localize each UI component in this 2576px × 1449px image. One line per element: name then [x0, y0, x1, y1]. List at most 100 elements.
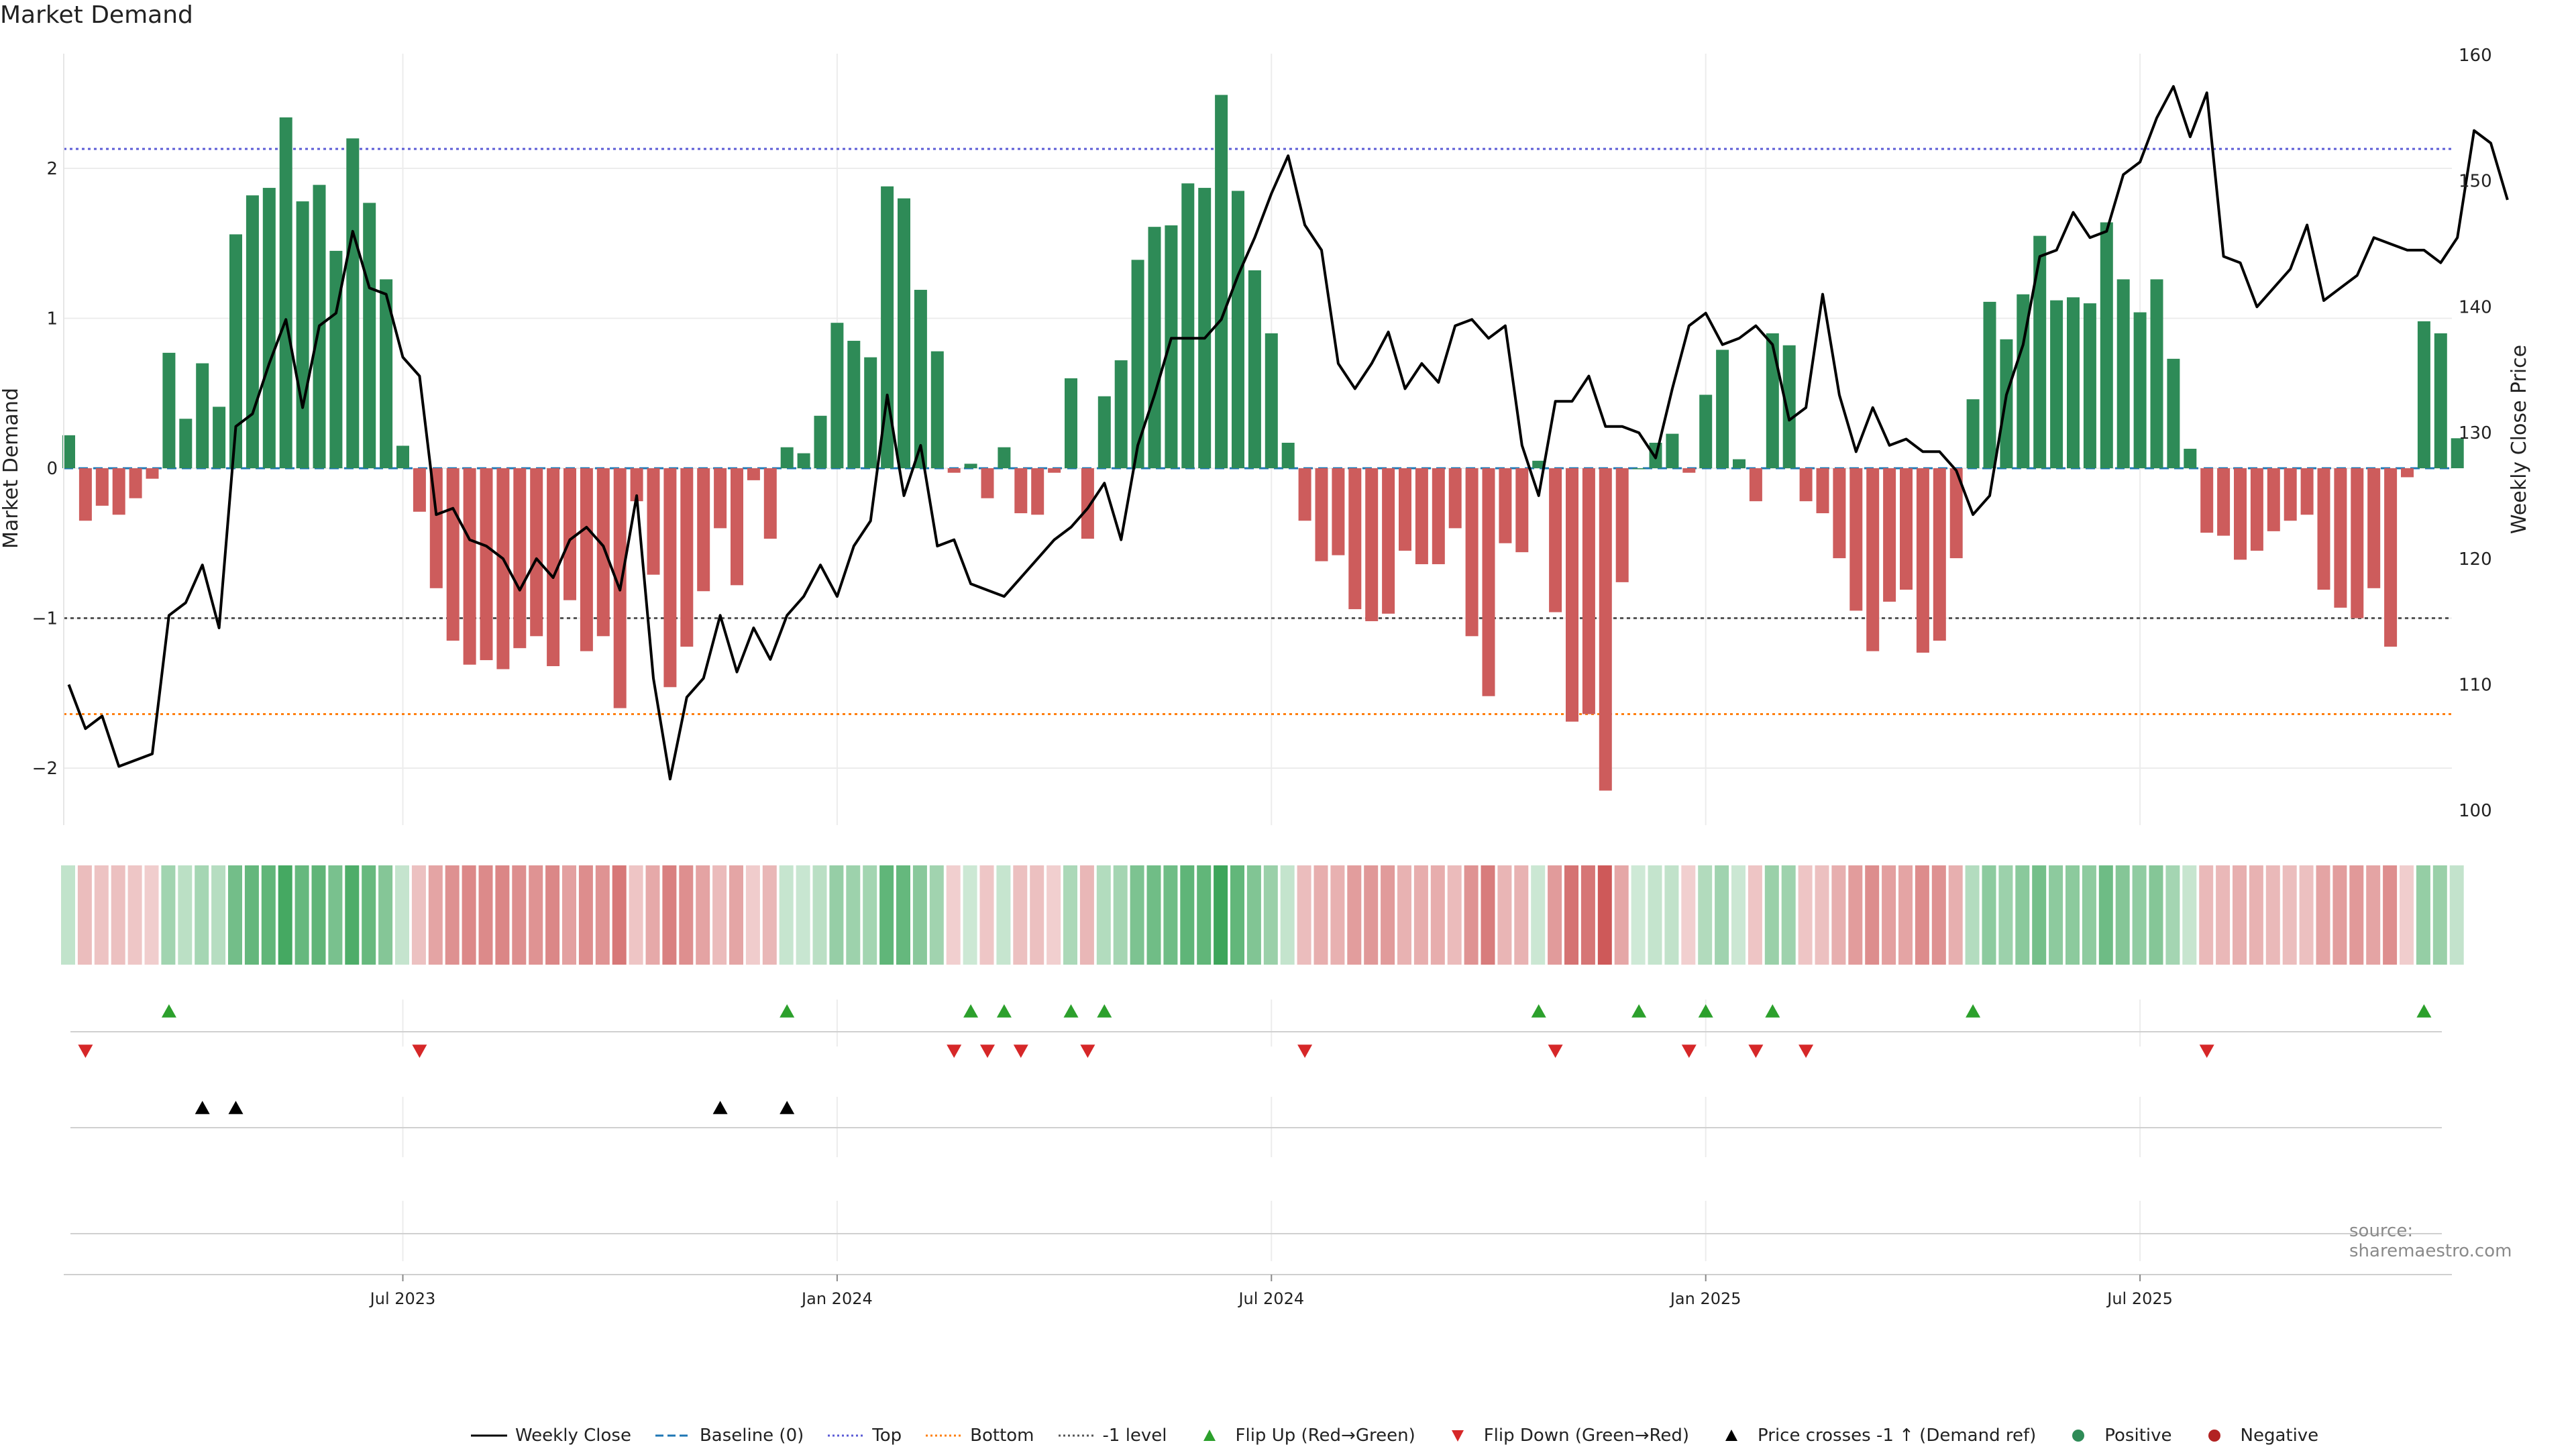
left-axis-label: Market Demand	[0, 388, 23, 549]
heat-cell	[2049, 865, 2063, 965]
legend-label: Top	[872, 1426, 902, 1446]
legend-swatch-bottom	[926, 1434, 963, 1437]
price-cross-marker	[195, 1101, 210, 1114]
heat-cell	[2432, 865, 2447, 965]
legend-label: -1 level	[1102, 1426, 1167, 1446]
heat-cell	[578, 865, 593, 965]
demand-bar	[1632, 468, 1646, 470]
heat-cell	[127, 865, 142, 965]
legend-item-baseline: Baseline (0)	[654, 1426, 804, 1446]
demand-bar	[2300, 468, 2314, 515]
legend-label: Flip Up (Red→Green)	[1235, 1426, 1415, 1446]
demand-bar	[162, 352, 176, 468]
heat-cell	[2165, 865, 2180, 965]
heat-cell	[979, 865, 994, 965]
heat-cell	[1531, 865, 1546, 965]
demand-bar	[1165, 225, 1178, 468]
heat-cell	[445, 865, 460, 965]
flip-up-marker	[1631, 1004, 1647, 1018]
demand-bar	[1766, 333, 1779, 468]
legend-item-flip-down: Flip Down (Green→Red)	[1438, 1426, 1689, 1446]
demand-bar	[396, 445, 409, 468]
demand-bar	[881, 186, 894, 468]
demand-bar	[731, 468, 743, 586]
heat-cell	[1664, 865, 1679, 965]
demand-bar	[513, 468, 527, 649]
flip-up-marker	[2416, 1004, 2432, 1018]
demand-bar	[2184, 448, 2197, 468]
demand-bar	[246, 195, 259, 468]
heat-cell	[1898, 865, 1913, 965]
heat-cell	[1180, 865, 1195, 965]
heat-cell	[1681, 865, 1696, 965]
heat-cell	[1430, 865, 1445, 965]
legend-item-bottom: Bottom	[924, 1426, 1034, 1446]
heat-cell	[912, 865, 927, 965]
demand-bar	[1097, 396, 1111, 468]
demand-bar	[1332, 468, 1345, 555]
left-tick-label: −2	[32, 759, 58, 779]
heat-cell	[195, 865, 209, 965]
legend-mark-price-cross	[1725, 1430, 1738, 1441]
demand-bar	[2200, 468, 2214, 533]
heat-cell	[1597, 865, 1612, 965]
axes: Jul 2023 Jan 2024 Jul 2024 Jan 2025 Jul 2025…	[0, 46, 2531, 1308]
weekly-close-line	[67, 85, 2509, 781]
demand-bar	[814, 415, 827, 468]
flip-down-marker	[1080, 1044, 1095, 1058]
heat-cell	[1347, 865, 1362, 965]
flip-up-marker	[1966, 1004, 1981, 1018]
x-tick-label: Jan 2024	[800, 1289, 873, 1308]
heat-cell	[2015, 865, 2030, 965]
x-tick-label: Jul 2025	[2106, 1289, 2173, 1308]
heat-cell	[1364, 865, 1379, 965]
heat-cell	[829, 865, 844, 965]
source-note: source: sharemaestro.com	[2349, 1221, 2512, 1261]
legend-swatch-minus1	[1058, 1434, 1095, 1437]
heat-cell	[1648, 865, 1662, 965]
demand-bar	[1281, 443, 1295, 468]
heat-cell	[745, 865, 760, 965]
x-tick-label: Jan 2025	[1669, 1289, 1741, 1308]
demand-bar	[2083, 303, 2096, 468]
heat-cell	[896, 865, 910, 965]
demand-bar	[2167, 358, 2180, 468]
legend: Weekly Close Baseline (0) Top Bottom -1 leve…	[470, 1422, 2318, 1449]
heat-cell	[2132, 865, 2147, 965]
demand-bar	[2033, 235, 2047, 468]
demand-bar	[697, 468, 710, 592]
heat-cell	[2282, 865, 2297, 965]
demand-bar	[864, 357, 877, 468]
heat-cell	[1865, 865, 1880, 965]
x-tick-label: Jul 2024	[1237, 1289, 1304, 1308]
heat-cell	[2182, 865, 2197, 965]
heat-cell	[1497, 865, 1512, 965]
demand-bar	[480, 468, 493, 661]
flip-down-marker	[1548, 1044, 1563, 1058]
flip-up-marker	[1063, 1004, 1079, 1018]
demand-bar	[647, 468, 660, 575]
demand-bar	[1615, 468, 1629, 582]
heat-cell	[2400, 865, 2414, 965]
demand-bar	[1682, 468, 1696, 473]
heat-cell	[1263, 865, 1278, 965]
flip-down-marker	[1748, 1044, 1764, 1058]
demand-bar	[964, 464, 977, 468]
demand-heat-strip	[61, 865, 2464, 965]
heat-cell	[812, 865, 827, 965]
demand-bar	[296, 201, 309, 468]
heat-cell	[1781, 865, 1796, 965]
flip-up-marker	[1698, 1004, 1713, 1018]
demand-bar	[763, 468, 777, 539]
demand-bar	[1181, 183, 1195, 468]
demand-bar	[1014, 468, 1028, 514]
demand-bar	[346, 138, 360, 469]
demand-bar	[1465, 468, 1479, 637]
demand-bar	[446, 468, 460, 641]
demand-bar	[898, 198, 910, 468]
flip-down-marker	[980, 1044, 995, 1058]
heat-cell	[462, 865, 476, 965]
heat-cell	[2366, 865, 2381, 965]
demand-bar	[1949, 468, 1963, 559]
heat-cell	[77, 865, 92, 965]
